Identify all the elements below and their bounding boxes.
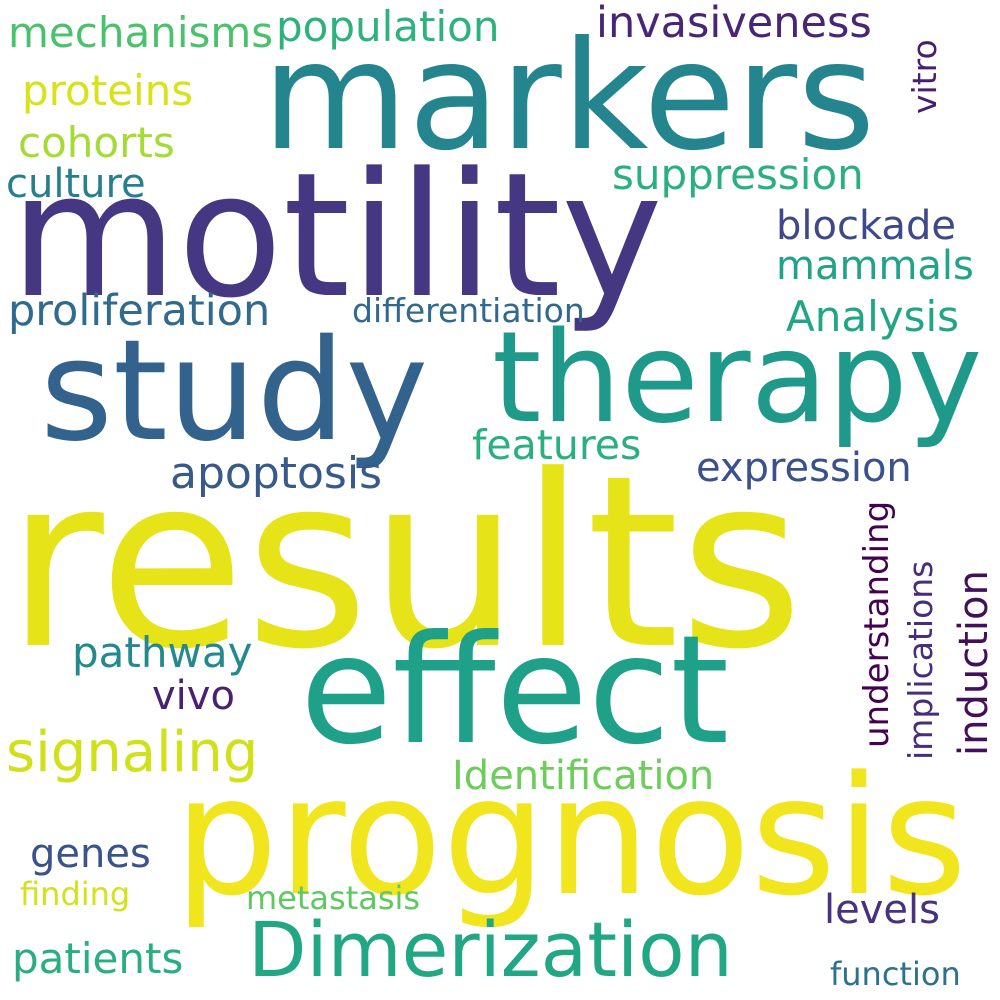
word-markers: markers	[262, 10, 876, 184]
word-motility: motility	[10, 135, 663, 336]
word-culture: culture	[6, 161, 146, 207]
word-identification: Identification	[452, 753, 715, 799]
word-apoptosis: apoptosis	[170, 448, 382, 499]
word-mechanisms: mechanisms	[8, 8, 274, 57]
word-function: function	[830, 955, 961, 993]
word-proliferation: proliferation	[8, 286, 271, 336]
word-levels: levels	[824, 887, 940, 933]
word-pathway: pathway	[72, 628, 253, 677]
word-mammals: mammals	[776, 243, 974, 289]
word-expression: expression	[696, 445, 912, 491]
word-analysis: Analysis	[786, 292, 960, 341]
word-results: results	[6, 425, 804, 702]
word-patients: patients	[12, 934, 184, 983]
word-cohorts: cohorts	[18, 118, 175, 167]
word-implications: implications	[901, 560, 940, 760]
word-dimerization: Dimerization	[248, 905, 733, 994]
word-therapy: therapy	[492, 304, 983, 451]
word-features: features	[472, 421, 642, 469]
word-suppression: suppression	[612, 150, 864, 199]
word-finding: finding	[20, 875, 131, 913]
word-invasiveness: invasiveness	[596, 0, 872, 48]
word-genes: genes	[30, 831, 151, 877]
word-vivo: vivo	[152, 673, 235, 719]
word-effect: effect	[300, 604, 730, 778]
word-understanding: understanding	[857, 500, 897, 748]
word-blockade: blockade	[776, 203, 956, 249]
word-vitro: vitro	[905, 39, 944, 114]
word-prognosis: prognosis	[174, 741, 968, 932]
word-population: population	[276, 2, 500, 51]
word-differentiation: differentiation	[352, 291, 585, 330]
word-induction: induction	[951, 570, 997, 756]
word-study: study	[40, 310, 429, 473]
word-signaling: signaling	[6, 720, 259, 785]
word-metastasis: metastasis	[246, 879, 421, 917]
word-proteins: proteins	[22, 66, 194, 115]
